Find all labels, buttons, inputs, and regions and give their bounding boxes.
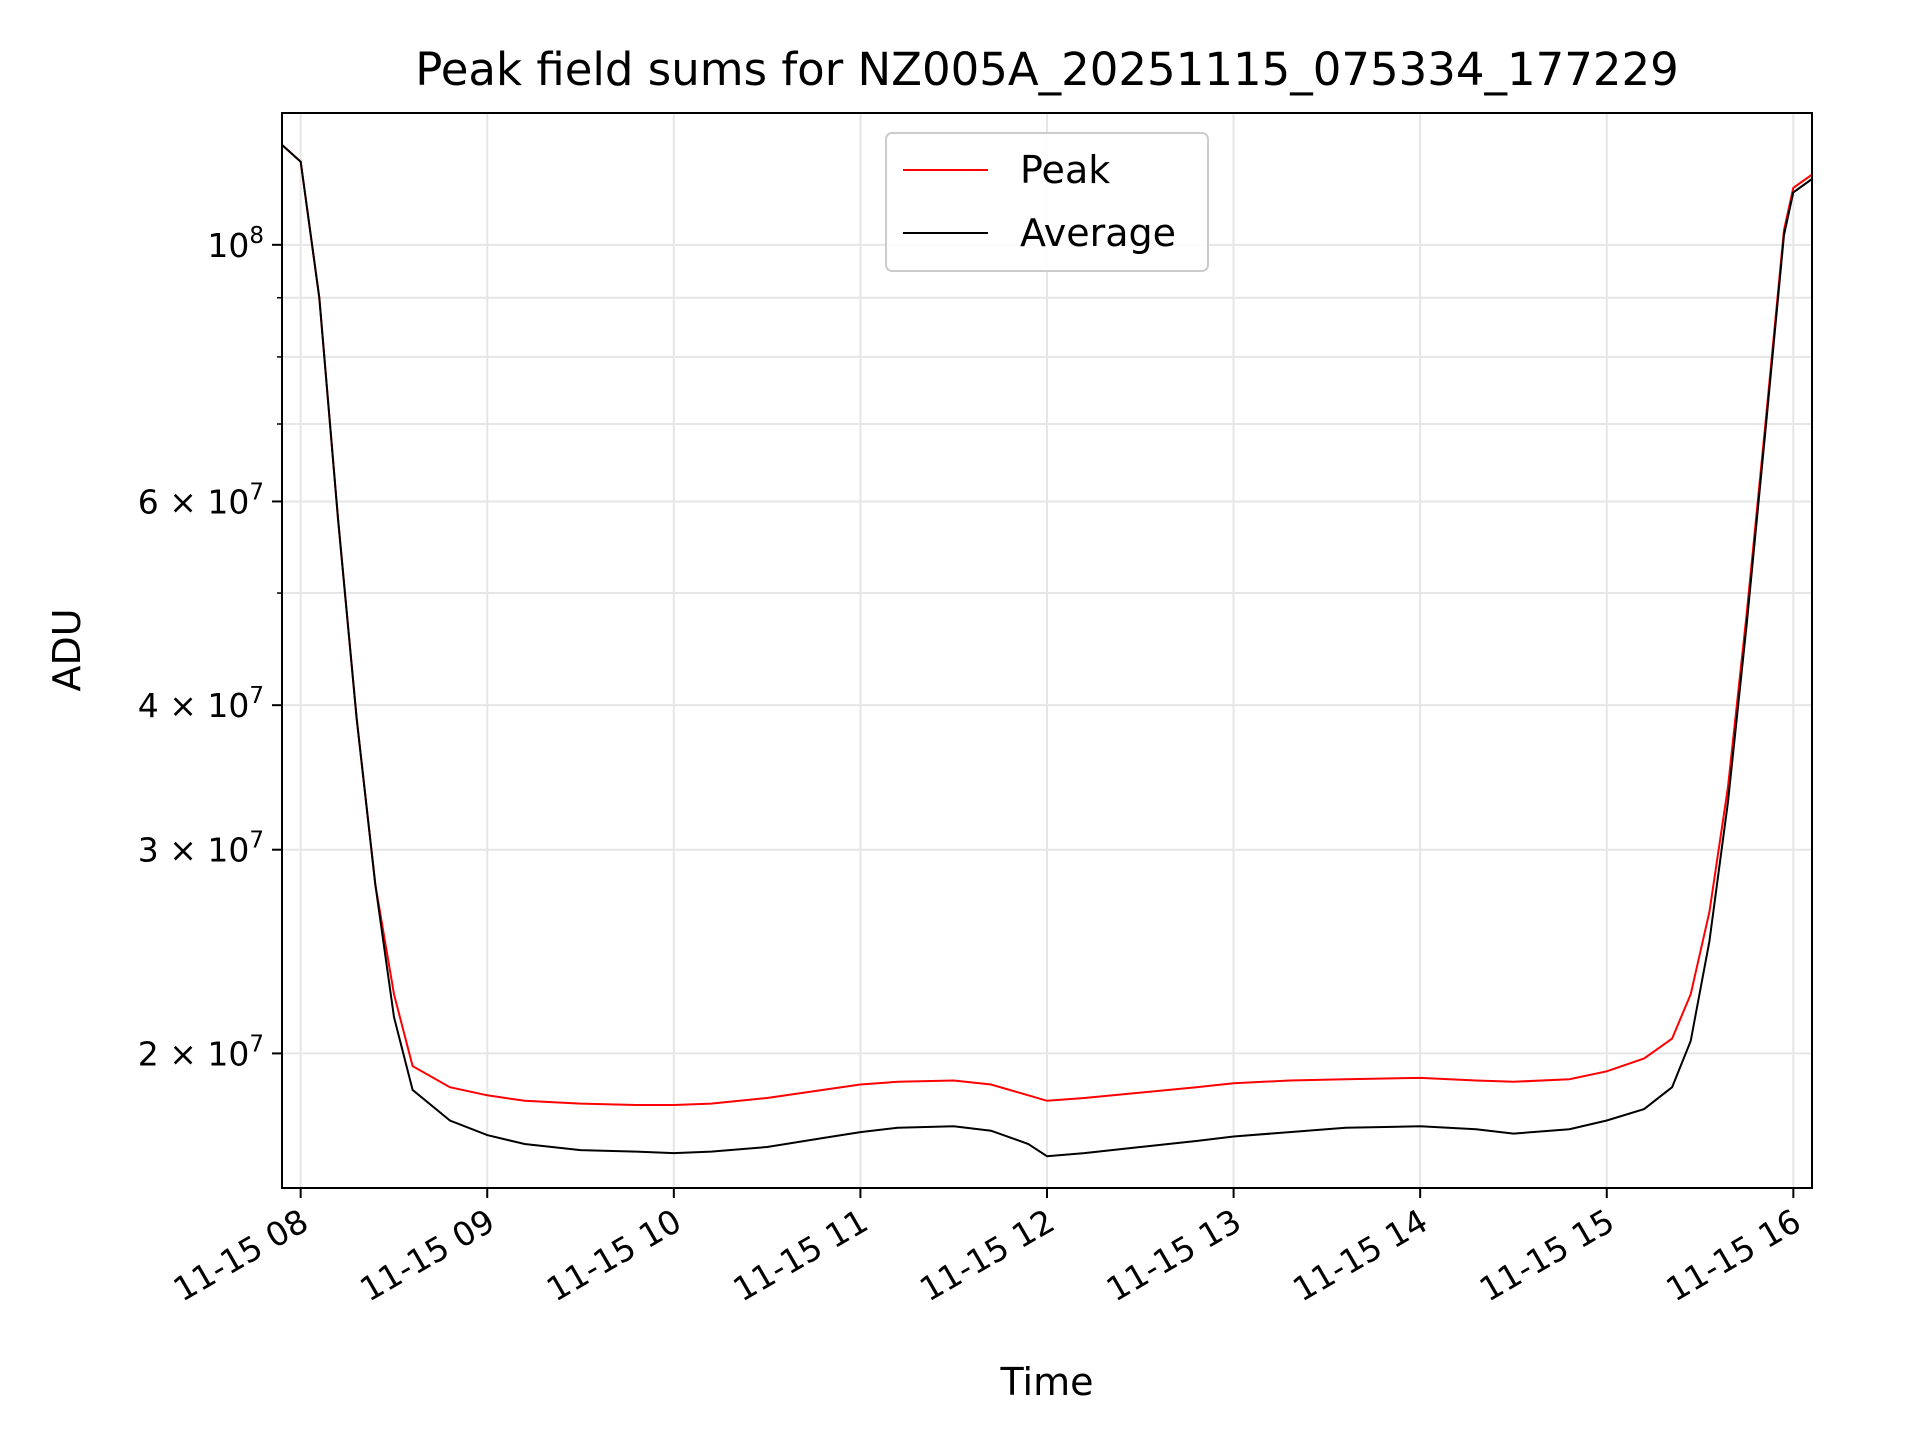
y-tick-label: 3 × 107 xyxy=(138,828,264,870)
legend-label-peak: Peak xyxy=(1020,148,1110,192)
legend-box xyxy=(885,132,1209,272)
x-axis-label: Time xyxy=(1000,1360,1094,1404)
legend-label-average: Average xyxy=(1020,211,1176,255)
series-line-average xyxy=(281,144,1813,1158)
y-tick-label: 108 xyxy=(207,223,264,265)
series-layer xyxy=(281,144,1813,1158)
y-tick-label: 2 × 107 xyxy=(138,1031,264,1073)
y-tick-label: 6 × 107 xyxy=(138,479,264,521)
y-axis-label: ADU xyxy=(45,608,89,691)
series-line-peak xyxy=(281,144,1813,1106)
legend: Peak Average xyxy=(885,132,1209,272)
chart-title: Peak field sums for NZ005A_20251115_0753… xyxy=(415,43,1679,96)
y-tick-label: 4 × 107 xyxy=(138,683,264,725)
y-axis: 108 6 × 107 4 × 107 3 × 107 2 × 107 xyxy=(138,223,282,1073)
